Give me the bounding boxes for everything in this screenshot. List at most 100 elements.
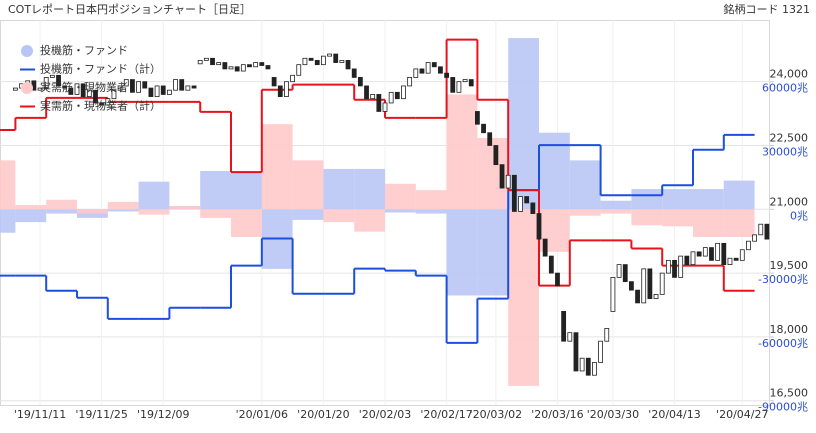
position-bar [292,209,324,220]
position-bar [231,209,262,237]
candle-body [764,223,770,240]
x-tick-label: '20/01/06 [236,408,288,421]
candle-body [290,74,296,83]
x-tick-label: '20/02/03 [359,408,411,421]
position-bar [600,200,632,210]
candle-body [419,68,425,74]
candle-body [462,79,468,83]
candle-body [721,242,727,266]
candle-body [585,357,591,376]
position-bar [0,160,16,210]
candle-body [351,68,357,78]
candle-body [733,257,739,261]
candle-body [715,242,721,261]
candle-body [665,259,671,274]
candle-body [74,83,80,95]
candle-body [518,196,523,212]
x-tick-label: '19/11/25 [75,408,127,421]
candle-body [203,57,209,61]
x-tick-label: '20/03/02 [470,408,522,421]
candle-body [173,79,178,91]
position-bar [138,209,170,215]
position-bar [600,209,632,214]
candle-body [228,66,234,70]
candle-body [240,64,246,72]
y-tick-label: 19,500 [770,259,809,272]
candle-body [456,81,462,93]
candle-body [308,57,314,61]
y-tick-label: 24,000 [770,68,809,81]
candle-body [388,91,394,104]
candle-body [604,328,610,342]
x-tick-label: '20/03/30 [587,408,639,421]
candle-body [752,234,757,242]
position-bar [323,168,355,210]
candle-body [653,293,659,300]
candle-body [271,77,277,87]
candle-body [555,272,560,287]
position-bar [231,171,262,210]
candle-body [511,174,517,212]
y2-tick-label: -90000兆 [758,401,808,414]
candle-body [339,60,345,63]
candle-body [284,81,289,97]
candle-body [111,89,117,100]
position-bar [415,209,447,214]
candle-body [333,53,339,63]
candle-body [234,66,240,72]
candle-body [610,276,616,312]
y-tick-label: 22,500 [770,131,809,144]
candle-body [598,340,603,363]
candle-body [222,62,228,70]
position-bar [107,209,139,212]
candle-body [709,247,714,261]
candle-body [678,255,684,278]
candle-body [130,79,135,93]
position-bar [169,206,201,210]
candle-body [117,85,123,91]
candle-body [567,332,573,342]
candle-body [123,79,129,87]
code-label: 銘柄コード 1321 [724,2,811,16]
position-bar [354,168,385,210]
candle-body [80,83,86,97]
candle-body [425,62,431,74]
candle-body [616,264,622,278]
position-bar [261,124,293,210]
legend-label: 実需筋・現物業者（計） [40,99,161,113]
candle-body [49,74,55,78]
candle-body [357,77,363,87]
candle-body [499,164,505,189]
candle-body [302,57,308,66]
candle-body [99,102,105,106]
candle-body [548,255,554,274]
candle-body [191,85,197,89]
candle-body [592,362,597,376]
candle-body [407,77,413,87]
candle-body [579,357,585,372]
candle-body [394,91,400,100]
candle-body [259,62,265,66]
candle-body [216,62,222,66]
candle-body [530,202,536,214]
position-bar [77,209,108,214]
y2-tick-label: 0兆 [790,209,808,222]
candle-body [468,79,474,87]
y2-tick-label: -30000兆 [758,273,808,286]
candle-body [641,268,647,304]
x-tick-label: '20/02/17 [420,408,472,421]
candle-body [382,102,388,112]
position-bar [200,171,231,210]
candle-body [265,65,271,70]
position-bar [138,181,170,210]
candle-body [536,213,542,240]
position-bar [107,201,139,210]
position-bar [631,189,663,210]
candle-body [105,98,111,106]
candle-body [505,174,511,189]
y2-tick-label: 60000兆 [762,82,808,95]
candle-body [314,60,320,66]
candle-body [154,85,160,97]
legend-swatch [21,82,33,94]
